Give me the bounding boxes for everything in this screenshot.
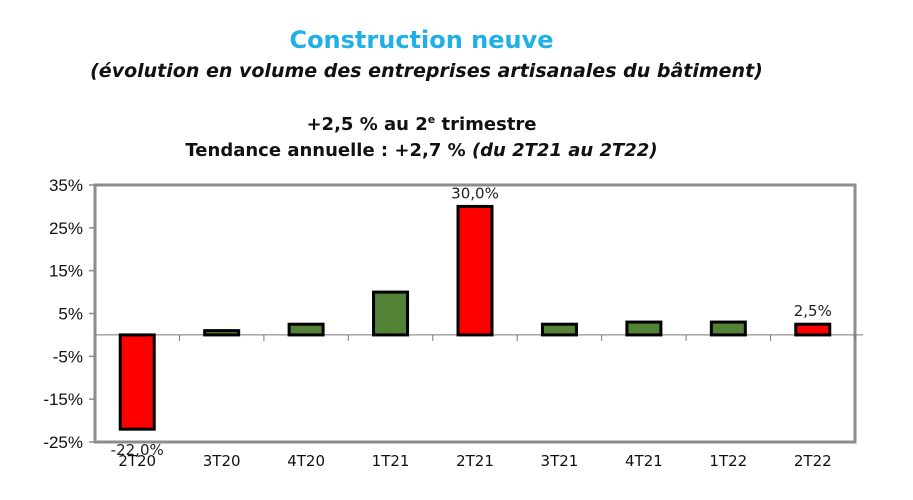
chart-subtitle: (évolution en volume des entreprises art… <box>90 60 763 82</box>
data-label: 2,5% <box>794 302 832 320</box>
chart-title: Construction neuve <box>289 26 554 54</box>
bar-1T22 <box>709 320 747 337</box>
y-tick-label: 5% <box>58 305 83 324</box>
y-tick-label: 25% <box>49 219 83 238</box>
quarter-headline: +2,5 % au 2e trimestre <box>306 113 537 135</box>
x-category-label: 4T21 <box>625 452 663 470</box>
bar-4T21 <box>625 320 663 337</box>
x-category-label: 2T20 <box>118 452 156 470</box>
bar-3T20 <box>203 329 241 337</box>
y-tick-label: -25% <box>43 433 83 452</box>
x-category-label: 1T22 <box>709 452 747 470</box>
bar-2T20 <box>118 333 156 431</box>
data-label: 30,0% <box>451 184 499 202</box>
bar-3T21 <box>540 322 578 337</box>
bar-2T21 <box>456 204 494 337</box>
y-tick-label: 15% <box>49 262 83 281</box>
annual-trend: Tendance annuelle : +2,7 % (du 2T21 au 2… <box>185 140 658 161</box>
bar-4T20 <box>287 322 325 337</box>
x-category-label: 3T21 <box>541 452 579 470</box>
x-category-label: 3T20 <box>203 452 241 470</box>
bar-2T22 <box>794 322 832 337</box>
y-tick-label: -5% <box>53 347 83 366</box>
x-category-label: 4T20 <box>287 452 325 470</box>
y-tick-label: 35% <box>49 176 83 195</box>
x-category-label: 2T21 <box>456 452 494 470</box>
y-tick-label: -15% <box>43 390 83 409</box>
x-category-label: 2T22 <box>794 452 832 470</box>
data-label: -22,0% <box>111 441 164 459</box>
x-category-label: 1T21 <box>372 452 410 470</box>
bar-1T21 <box>372 290 410 337</box>
